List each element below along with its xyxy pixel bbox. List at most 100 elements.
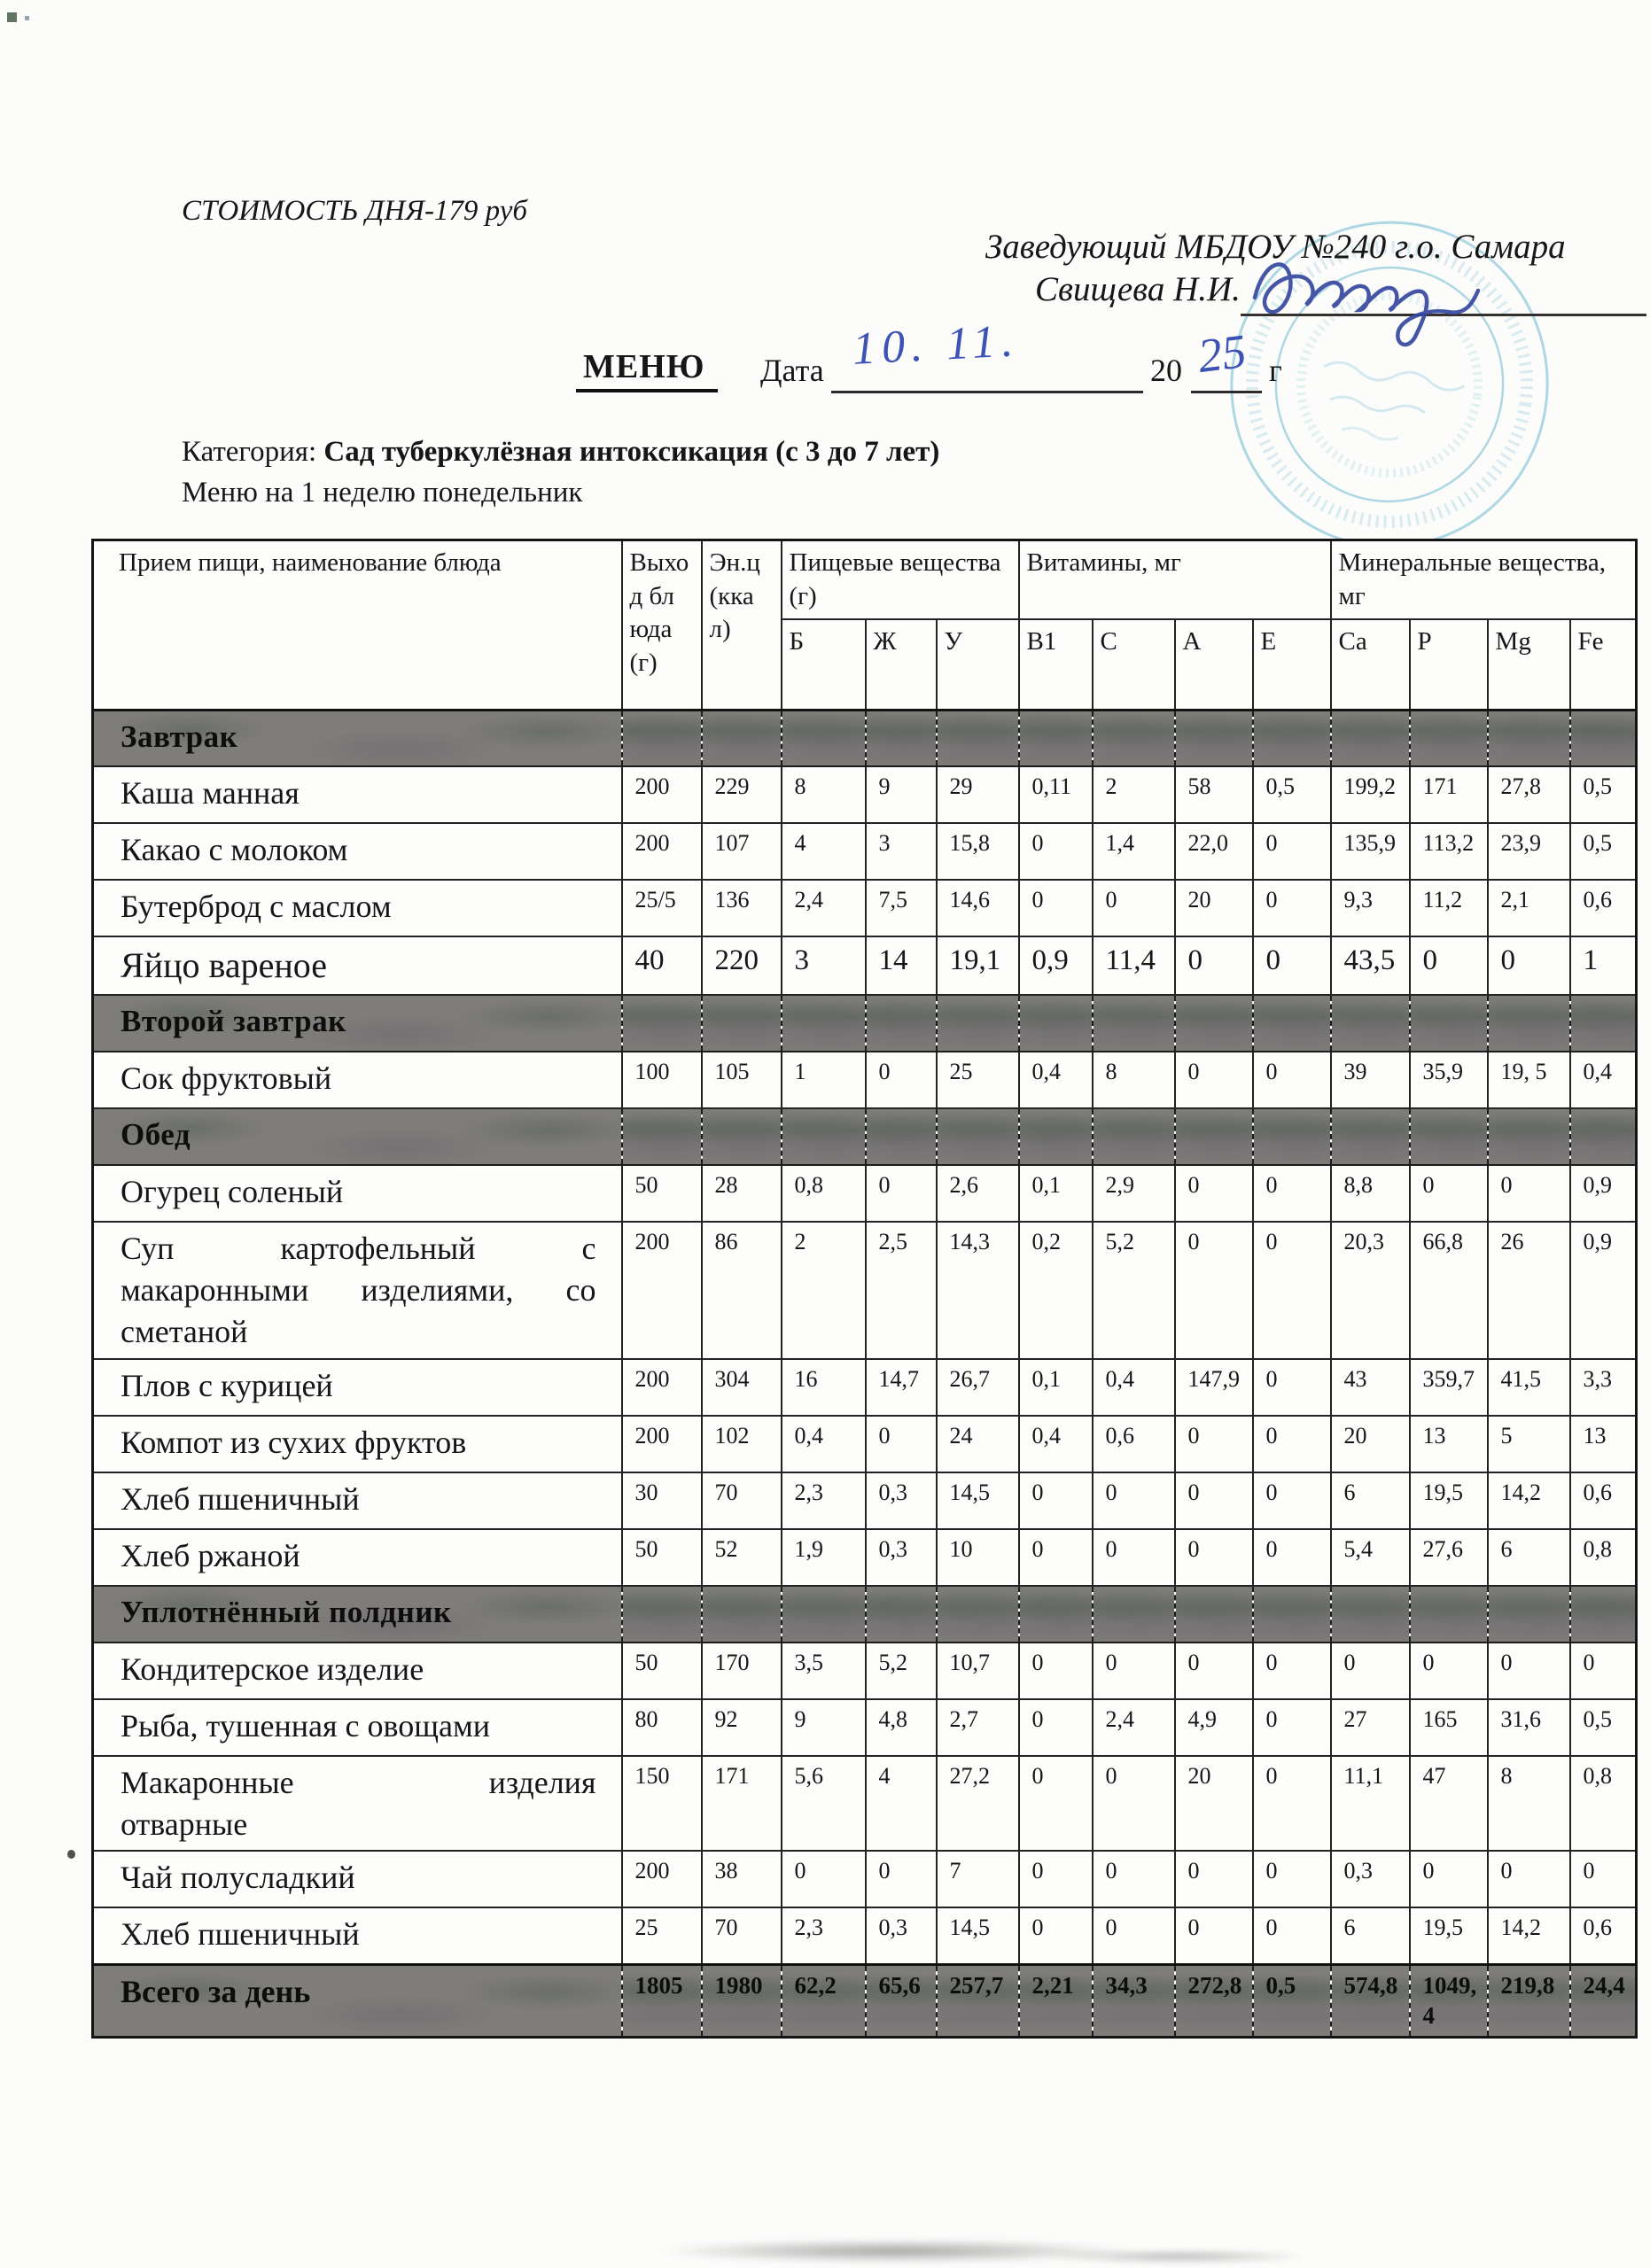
value-cell	[1251, 1107, 1332, 1167]
value-cell: 19, 5	[1486, 1051, 1571, 1110]
menu-title: МЕНЮ	[576, 347, 718, 392]
value-cell: 200	[620, 1414, 703, 1473]
value-cell: 11,1	[1329, 1754, 1411, 1852]
dish-row: Огурец соленый 50 28 0,8 0 2,6 0,1 2,9 0 0 8,8 0 0 0,…	[91, 1164, 1638, 1223]
value-cell	[1173, 1584, 1254, 1643]
dish-row: Чай полусладкий 200 38 0 0 7 0 0 0 0 0,3 0 0 0	[91, 1850, 1638, 1909]
value-cell: 11,2	[1408, 879, 1489, 938]
value-cell: 29	[935, 765, 1020, 825]
value-cell: 22,0	[1173, 822, 1254, 882]
value-cell: 170	[700, 1641, 782, 1700]
value-cell: 8	[1486, 1754, 1571, 1852]
value-cell	[1091, 1584, 1176, 1643]
value-cell: 1980	[700, 1963, 782, 2039]
signature	[1252, 262, 1481, 347]
value-cell: 14,5	[935, 1471, 1020, 1530]
value-cell: 107	[700, 822, 782, 882]
dish-name-cell: Плов с курицей	[91, 1357, 623, 1417]
value-cell: 272,8	[1173, 1963, 1254, 2039]
value-cell: 0	[1251, 1697, 1332, 1757]
value-cell: 70	[700, 1907, 782, 1966]
value-cell: 5,6	[780, 1754, 867, 1852]
value-cell: 24,4	[1568, 1963, 1638, 2039]
value-cell: 20	[1329, 1414, 1411, 1473]
dish-row: Хлеб пшеничный 30 70 2,3 0,3 14,5 0 0 0 0 6 19,5 14,…	[91, 1471, 1638, 1530]
total-row: Всего за день 1805 1980 62,2 65,6 257,7 2,21 34…	[91, 1963, 1638, 2039]
value-cell: 2,3	[780, 1907, 867, 1966]
value-cell	[1568, 1107, 1638, 1167]
value-cell: 0,8	[1568, 1754, 1638, 1852]
value-cell: 27	[1329, 1697, 1411, 1757]
value-cell: 0	[1486, 936, 1571, 997]
value-cell: 92	[700, 1697, 782, 1757]
value-cell: 3,3	[1568, 1357, 1638, 1417]
header-dish: Прием пищи, наименование блюда	[91, 539, 623, 711]
value-cell: 0,3	[1329, 1850, 1411, 1909]
value-cell: 2,4	[780, 879, 867, 938]
signature-underline	[1241, 314, 1646, 316]
value-cell: 0	[1091, 879, 1176, 938]
value-cell: 50	[620, 1641, 703, 1700]
value-cell: 0	[1017, 1754, 1094, 1852]
value-cell	[1568, 709, 1638, 768]
value-cell	[1329, 1107, 1411, 1167]
value-cell: 0,5	[1568, 765, 1638, 825]
section-label-cell: Завтрак	[91, 709, 623, 768]
value-cell: 0	[1173, 1164, 1254, 1223]
value-cell	[935, 709, 1020, 768]
dish-row: Какао с молоком 200 107 4 3 15,8 0 1,4 22,0 0 135,…	[91, 822, 1638, 882]
dish-name-cell: Яйцо вареное	[91, 936, 623, 997]
section-row: Завтрак	[91, 709, 1638, 768]
value-cell: 7	[935, 1850, 1020, 1909]
value-cell	[1408, 994, 1489, 1053]
value-cell: 0,5	[1568, 1697, 1638, 1757]
value-cell: 1,9	[780, 1527, 867, 1587]
section-row: Второй завтрак	[91, 994, 1638, 1053]
value-cell: 27,6	[1408, 1527, 1489, 1587]
value-cell	[1173, 709, 1254, 768]
value-cell: 27,8	[1486, 765, 1571, 825]
header-minerals: Минеральные вещества, мг	[1329, 539, 1638, 621]
value-cell	[620, 1584, 703, 1643]
value-cell	[1251, 709, 1332, 768]
value-cell: 0,8	[1568, 1527, 1638, 1587]
year-suffix: г	[1269, 353, 1282, 388]
value-cell: 0	[1251, 1414, 1332, 1473]
value-cell: 10,7	[935, 1641, 1020, 1700]
section-label-cell: Обед	[91, 1107, 623, 1167]
value-cell: 11,4	[1091, 936, 1176, 997]
header-e: Е	[1251, 618, 1332, 711]
value-cell	[1329, 709, 1411, 768]
value-cell	[864, 709, 938, 768]
value-cell: 19,1	[935, 936, 1020, 997]
value-cell: 9	[780, 1697, 867, 1757]
value-cell	[1017, 994, 1094, 1053]
dish-row: Суп картофельный с макаронными изделиями…	[91, 1221, 1638, 1360]
dish-name-cell: Хлеб пшеничный	[91, 1907, 623, 1966]
scan-artifact-speck	[7, 12, 17, 22]
scan-artifact-smudge	[1046, 2249, 1311, 2264]
header-nutrients: Пищевые вещества (г)	[780, 539, 1020, 621]
value-cell	[780, 1584, 867, 1643]
value-cell	[864, 1107, 938, 1167]
value-cell: 0	[1017, 1697, 1094, 1757]
value-cell: 0	[1017, 1527, 1094, 1587]
value-cell: 0	[1091, 1527, 1176, 1587]
value-cell	[1173, 994, 1254, 1053]
dish-row: Яйцо вареное 40 220 3 14 19,1 0,9 11,4 0 0 43,5 0 0 1	[91, 936, 1638, 997]
value-cell	[1486, 994, 1571, 1053]
value-cell: 0	[1408, 1850, 1489, 1909]
value-cell: 14,3	[935, 1221, 1020, 1360]
value-cell: 0	[1017, 1850, 1094, 1909]
value-cell	[1486, 1584, 1571, 1643]
value-cell: 80	[620, 1697, 703, 1757]
header-fe: Fe	[1568, 618, 1638, 711]
value-cell	[1091, 994, 1176, 1053]
header-group-row: Прием пищи, наименование блюда Выход блю…	[91, 539, 1638, 711]
header-fat: Ж	[864, 618, 938, 711]
value-cell: 0	[1568, 1850, 1638, 1909]
dish-row: Хлеб пшеничный 25 70 2,3 0,3 14,5 0 0 0 0 6 19,5 14,…	[91, 1907, 1638, 1966]
value-cell: 0	[1251, 1754, 1332, 1852]
dish-name-cell: Всего за день	[91, 1963, 623, 2039]
dish-name-cell: Макаронные изделия отварные	[91, 1754, 623, 1852]
